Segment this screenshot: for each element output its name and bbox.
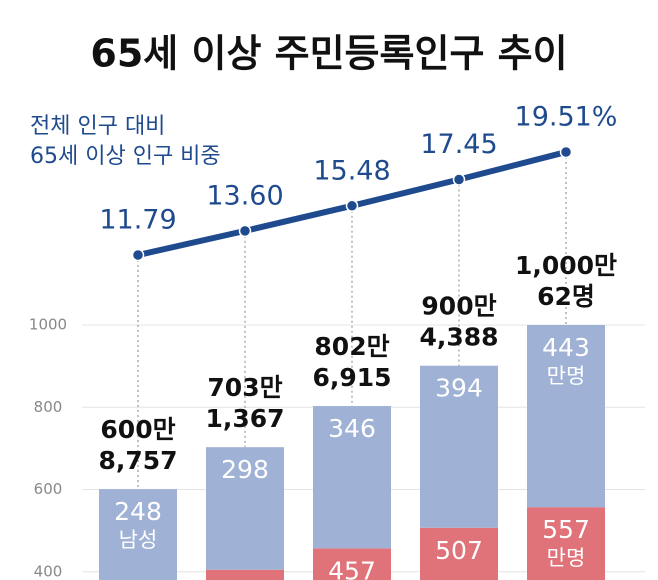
unit-label: 만명 [547, 364, 586, 388]
line-value-label: 19.51% [515, 102, 618, 133]
bar [420, 527, 498, 580]
line-title: 전체 인구 대비 [30, 114, 165, 139]
unit-label: 남성 [119, 528, 158, 552]
line-point [131, 248, 145, 262]
value-label: 557 [542, 515, 590, 544]
total-label: 6,915 [312, 363, 391, 392]
total-label: 600만 [100, 415, 175, 444]
line-point [345, 199, 359, 213]
chart-title: 65세 이상 주민등록인구 추이 [90, 32, 567, 76]
bar [420, 365, 498, 528]
value-label: 248 [114, 497, 162, 526]
bar [206, 569, 284, 580]
value-label: 443 [542, 333, 590, 362]
line-title: 65세 이상 인구 비중 [30, 144, 221, 169]
total-label: 802만 [314, 332, 389, 361]
value-label: 346 [328, 414, 376, 443]
value-label: 507 [435, 536, 483, 565]
value-label: 457 [328, 556, 376, 580]
bar [527, 325, 605, 508]
bar [99, 489, 177, 580]
value-label: 394 [435, 374, 483, 403]
bar [313, 406, 391, 549]
bar [313, 548, 391, 580]
line-point [238, 224, 252, 238]
total-label: 1,367 [205, 404, 284, 433]
total-label: 4,388 [419, 323, 498, 352]
y-tick-label: 800 [34, 398, 63, 416]
line-value-label: 13.60 [206, 180, 283, 211]
total-label: 8,757 [98, 446, 177, 475]
total-label: 900만 [421, 292, 496, 321]
unit-label: 만명 [547, 546, 586, 570]
y-tick-label: 600 [34, 480, 63, 498]
y-tick-label: 1000 [29, 316, 67, 334]
line-point [559, 145, 573, 159]
total-label: 703만 [207, 373, 282, 402]
total-label: 62명 [537, 282, 595, 311]
line-value-label: 17.45 [420, 129, 497, 160]
total-label: 1,000만 [515, 251, 617, 280]
line-point [452, 173, 466, 186]
y-tick-label: 400 [34, 562, 63, 580]
line-value-label: 11.79 [99, 205, 176, 236]
value-label: 298 [221, 455, 269, 484]
bar [527, 507, 605, 580]
bar [206, 447, 284, 570]
line-value-label: 15.48 [313, 155, 390, 186]
